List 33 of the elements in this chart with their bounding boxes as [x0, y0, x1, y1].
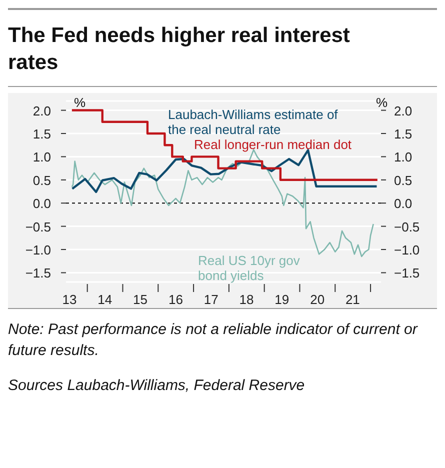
- x-tick-label: 15: [133, 292, 148, 307]
- series-label: Laubach-Williams estimate of the real neutral rate: [168, 107, 339, 137]
- x-tick-label: 16: [168, 292, 183, 307]
- y2-tick-label: 0.0: [394, 196, 412, 212]
- y-tick-label: −0.5: [25, 219, 51, 234]
- y2-tick-label: −0.5: [394, 219, 420, 234]
- text: Note: Past performance is not a reliable indicator of current or future results.: [8, 320, 419, 361]
- y-tick-label: 1.0: [32, 150, 51, 165]
- series-label: Real longer-run median dot: [194, 137, 352, 152]
- y2-tick-label: −1.0: [394, 242, 420, 258]
- y-axis-title: %: [74, 95, 86, 110]
- y2-axis-title: %: [376, 95, 388, 110]
- y-tick-label: 0.5: [32, 172, 51, 188]
- y2-tick-label: 0.5: [394, 172, 412, 188]
- x-tick-label: 20: [310, 292, 325, 307]
- y2-tick-label: −1.5: [394, 266, 420, 281]
- y2-tick-label: 1.5: [394, 126, 412, 142]
- x-tick-label: 18: [239, 292, 254, 307]
- x-tick-label: 21: [345, 292, 360, 307]
- x-tick-label: 19: [274, 292, 290, 307]
- y-tick-label: −1.5: [25, 266, 51, 281]
- y2-tick-label: 2.0: [394, 103, 412, 118]
- y-tick-label: 2.0: [32, 103, 51, 118]
- y-tick-label: −1.0: [25, 242, 51, 258]
- x-tick-label: 14: [98, 292, 112, 307]
- x-tick-label: 13: [62, 292, 77, 307]
- x-tick-label: 17: [204, 292, 218, 307]
- source-note: Sources Laubach-Williams, Federal Reserve: [8, 376, 306, 396]
- chart-title: The Fed needs higher real interest rates: [8, 23, 351, 76]
- y-tick-label: 1.5: [32, 126, 51, 142]
- series-label: Real US 10yr gov bond yields: [198, 253, 301, 283]
- y-tick-label: 0.0: [32, 196, 51, 212]
- y2-tick-label: 1.0: [394, 150, 412, 165]
